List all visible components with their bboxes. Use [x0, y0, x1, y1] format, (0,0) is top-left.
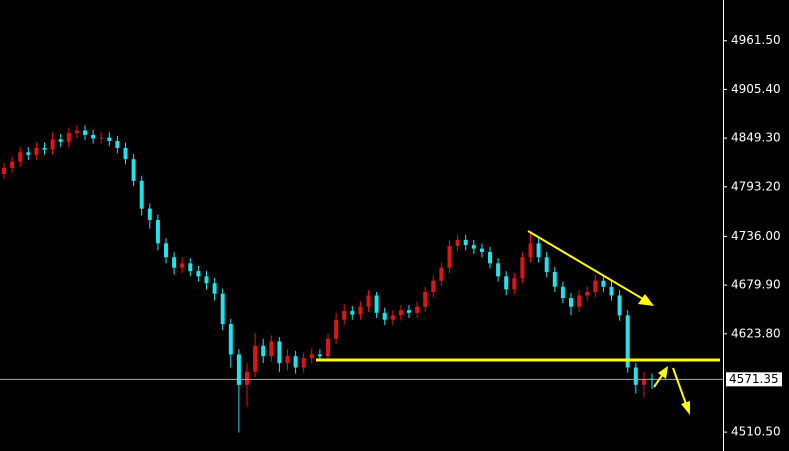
- candle-body: [382, 312, 387, 320]
- candle-body: [407, 310, 411, 313]
- current-price-label: 4571.35: [729, 372, 779, 386]
- arrow-head: [658, 366, 668, 379]
- y-tick-label: 4736.00: [731, 229, 781, 243]
- y-tick-label: 4905.40: [731, 82, 781, 96]
- candle-body: [34, 147, 39, 155]
- candle-body: [447, 245, 452, 268]
- candle-body: [147, 208, 152, 220]
- candle-body: [204, 276, 209, 284]
- candle-body: [253, 345, 258, 372]
- candle-body: [342, 311, 347, 320]
- candle-body: [350, 311, 355, 315]
- candle-body: [479, 248, 484, 253]
- candle-body: [488, 252, 492, 264]
- candle-body: [366, 295, 371, 307]
- candle-body: [601, 280, 606, 287]
- arrow-head: [681, 401, 690, 415]
- candle-body: [301, 357, 306, 368]
- candle-body: [220, 293, 225, 325]
- candle-body: [536, 243, 541, 258]
- candle-body: [107, 137, 112, 141]
- candle-body: [520, 257, 525, 279]
- candle-body: [625, 315, 630, 368]
- candle-body: [212, 283, 217, 294]
- candle-body: [269, 341, 274, 357]
- candle-body: [245, 371, 249, 385]
- candle-body: [261, 345, 266, 357]
- candle-body: [326, 338, 330, 357]
- candle-body: [131, 159, 136, 181]
- y-tick-label: 4849.30: [731, 131, 781, 145]
- candle-body: [358, 306, 363, 315]
- candle-body: [633, 367, 638, 385]
- candle-body: [471, 245, 476, 249]
- candle-body: [317, 354, 322, 357]
- candle-body: [544, 257, 549, 273]
- candle-body: [577, 295, 582, 307]
- candle-body: [50, 139, 55, 150]
- candle-body: [528, 243, 533, 258]
- candle-body: [10, 161, 15, 168]
- candle-body: [585, 291, 590, 296]
- candle-body: [83, 130, 87, 135]
- candle-body: [42, 147, 47, 150]
- candle-body: [431, 280, 436, 292]
- down-arrow: [672, 367, 687, 405]
- y-tick-label: 4679.90: [731, 278, 781, 292]
- candle-body: [26, 152, 31, 155]
- up-arrow: [653, 373, 664, 388]
- current-price-box: [726, 372, 782, 387]
- candle-body: [99, 137, 104, 139]
- candle-body: [334, 319, 339, 339]
- candle-body: [439, 267, 444, 281]
- candle-body: [593, 280, 598, 292]
- candle-body: [91, 134, 96, 139]
- trend-arrow: [527, 230, 644, 300]
- candle-body: [196, 271, 201, 277]
- candle-body: [123, 147, 128, 160]
- candle-body: [164, 243, 168, 258]
- candle-body: [188, 263, 193, 272]
- candle-body: [560, 286, 565, 299]
- candle-body: [390, 315, 395, 320]
- candle-body: [115, 140, 120, 148]
- candle-body: [374, 295, 379, 313]
- candle-body: [172, 257, 177, 268]
- candle-body: [277, 341, 282, 364]
- candle-body: [398, 310, 403, 316]
- candle-body: [423, 291, 428, 307]
- candle-body: [609, 286, 614, 296]
- candle-body: [180, 263, 185, 268]
- candle-body: [139, 180, 144, 209]
- candle-body: [512, 278, 517, 290]
- y-tick-label: 4510.50: [731, 425, 781, 439]
- candle-body: [66, 133, 71, 142]
- candle-body: [2, 167, 6, 174]
- candle-body: [463, 239, 468, 246]
- y-tick-label: 4961.50: [731, 33, 781, 47]
- candle-body: [58, 139, 63, 142]
- candle-body: [285, 356, 290, 364]
- y-tick-label: 4793.20: [731, 179, 781, 193]
- candle-body: [496, 263, 501, 277]
- candle-body: [569, 298, 573, 307]
- candle-body: [309, 354, 314, 358]
- candle-body: [504, 276, 509, 290]
- candle-body: [293, 356, 298, 368]
- candle-body: [155, 219, 160, 244]
- candle-body: [641, 378, 646, 385]
- annotations: [316, 230, 720, 415]
- candle-body: [415, 306, 420, 313]
- candle-body: [236, 354, 241, 385]
- y-tick-label: 4623.80: [731, 326, 781, 340]
- candle-body: [552, 272, 557, 287]
- candle-body: [74, 130, 79, 134]
- candle-body: [18, 152, 23, 162]
- candle-body: [617, 295, 622, 316]
- arrow-head: [638, 294, 654, 306]
- candle-body: [228, 324, 233, 355]
- candle-body: [455, 239, 460, 246]
